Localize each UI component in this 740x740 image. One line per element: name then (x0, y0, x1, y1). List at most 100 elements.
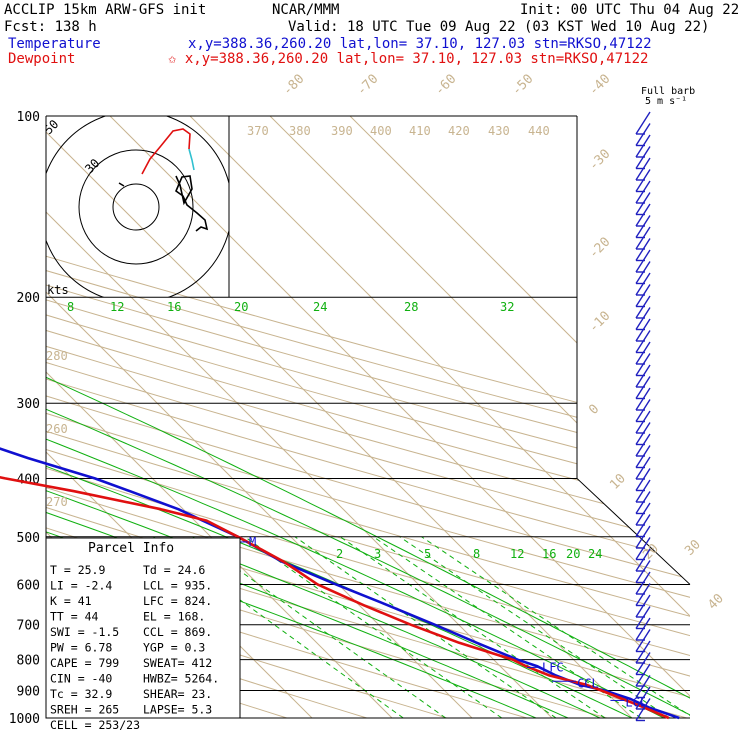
wind-barb (635, 583, 651, 606)
parcel-row-left: PW = 6.78 (50, 641, 112, 655)
wind-barbs (635, 111, 651, 722)
mixing-ratio-label: 3 (374, 547, 381, 561)
parcel-info-box: Parcel Info T = 25.9 Td = 24.6 LI = -2.4 LCL… (45, 537, 241, 732)
parcel-row-left: CELL = 253/23 (50, 718, 140, 732)
legend-temperature-info: x,y=388.36,260.20 lat,lon= 37.10, 127.03… (188, 36, 652, 52)
pressure-label: 200 (17, 291, 40, 306)
wind-barb (635, 445, 651, 468)
isotherm-label: -20 (586, 235, 613, 262)
isotherm-label: 30 (682, 537, 704, 559)
wind-barb (635, 146, 651, 169)
mixing-ratio-line (153, 536, 404, 718)
wind-barb (635, 353, 651, 376)
parcel-row-right: YGP = 0.3 (143, 641, 205, 655)
mixing-ratio-line (244, 536, 503, 718)
wind-barb (635, 307, 651, 330)
wind-barb (635, 399, 651, 422)
isotherm-line (109, 116, 690, 718)
pressure-label: 800 (17, 654, 40, 669)
wind-barb (635, 226, 651, 250)
parcel-row-right: CCL = 869. (143, 625, 212, 639)
wind-barb (635, 318, 651, 342)
parcel-row-left: Tc = 32.9 (50, 687, 112, 701)
moist-adiabat-label: 8 (67, 300, 74, 314)
mixing-ratio-line (294, 536, 557, 718)
level-markers: ELMLFCCCLLCL (239, 535, 647, 709)
wind-barb (635, 169, 651, 192)
parcel-row-left: T = 25.9 (50, 563, 105, 577)
org-title: NCAR/MMM (272, 2, 339, 18)
dry-adiabat-line (46, 116, 690, 718)
isotherm-line (46, 116, 553, 718)
mixing-ratio-line (192, 536, 446, 718)
wind-barb (635, 698, 651, 721)
moist-adiabat-label: 16 (167, 300, 181, 314)
temperature-trace (0, 447, 680, 720)
pressure-label: 700 (17, 619, 40, 634)
moist-adiabat-label: 32 (500, 300, 514, 314)
hodo-trace-black (175, 175, 209, 232)
init-time: Init: 00 UTC Thu 04 Aug 22 (520, 2, 739, 18)
parcel-row-right: Td = 24.6 (143, 563, 205, 577)
wind-barb (635, 387, 651, 411)
dry-adiabat-label: 380 (289, 124, 311, 138)
legend-dewpoint: Dewpoint (8, 51, 75, 67)
dry-adiabat-label: 410 (409, 124, 431, 138)
parcel-row-left: SWI = -1.5 (50, 625, 119, 639)
mixing-ratio-label: 5 (424, 547, 431, 561)
wind-barb (635, 192, 651, 215)
wind-barb (635, 606, 651, 629)
isotherm-label: -80 (280, 72, 307, 99)
wind-barb (635, 548, 651, 572)
wind-barb (635, 123, 651, 146)
frame-right (576, 116, 691, 585)
dry-adiabat-label: 420 (448, 124, 470, 138)
wind-barb (635, 686, 651, 710)
legend-temperature: Temperature (8, 36, 101, 52)
hodo-ring-label: 30 (82, 156, 102, 176)
parcel-row-right: EL = 168. (143, 610, 205, 624)
pressure-label: 1000 (9, 712, 40, 727)
wind-barb (635, 261, 651, 284)
mixing-ratio-line (339, 536, 606, 718)
dry-adiabat-label: 280 (46, 349, 68, 363)
wind-barb (635, 640, 651, 664)
hodo-units: kts (47, 283, 69, 297)
dry-adiabat-line (46, 116, 690, 718)
wind-barb (635, 468, 651, 491)
pressure-label: 100 (17, 110, 40, 125)
wind-barb (635, 284, 651, 307)
mixing-ratio-label: 2 (336, 547, 343, 561)
dry-adiabat-label: 430 (488, 124, 510, 138)
wind-barb (635, 238, 651, 261)
parcel-row-right: HWBZ= 5264. (143, 672, 219, 686)
hodo-ring-label: 50 (41, 117, 61, 137)
dry-adiabat-line (46, 116, 690, 718)
mixing-ratio-label: 8 (473, 547, 480, 561)
marker-label-ccl: CCL (577, 676, 599, 690)
marker-label-m: M (249, 535, 256, 549)
mixing-ratio-label: 16 (542, 547, 556, 561)
hodo-trace-cyan (188, 148, 195, 171)
isotherm-line (189, 116, 690, 718)
wind-barb (635, 502, 651, 526)
mixing-ratio-line (373, 536, 642, 718)
dry-adiabat-label: 440 (528, 124, 550, 138)
parcel-row-left: CIN = -40 (50, 672, 112, 686)
dewpoint-trace (0, 475, 670, 720)
parcel-row-right: SHEAR= 23. (143, 687, 212, 701)
isotherm-line (269, 116, 690, 718)
wind-barb (635, 491, 651, 514)
isotherm-line (349, 116, 690, 718)
parcel-row-left: TT = 44 (50, 610, 99, 624)
moist-adiabat-label: 24 (313, 300, 327, 314)
moist-adiabat-label: 20 (234, 300, 248, 314)
wind-barb (635, 295, 651, 319)
wind-barb (635, 215, 651, 238)
parcel-box-frame (45, 537, 241, 719)
legend-dewpoint-info: ✩ x,y=388.36,260.20 lat,lon= 37.10, 127.… (168, 51, 648, 67)
dry-adiabat-label: 390 (331, 124, 353, 138)
dry-adiabat-line (46, 116, 690, 718)
wind-barb (635, 652, 651, 675)
